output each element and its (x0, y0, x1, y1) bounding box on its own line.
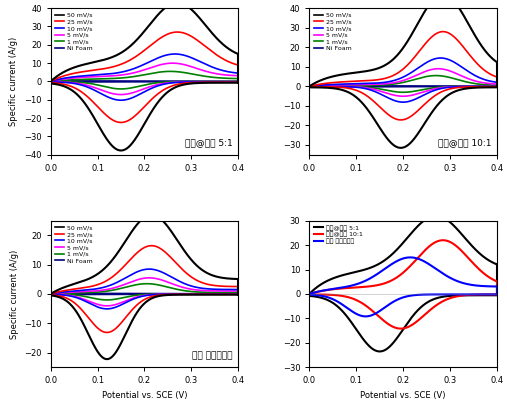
니켈 금속산화물 (453, 278, 459, 283)
Text: 니켈 금속산화물: 니켈 금속산화물 (192, 351, 233, 360)
Legend: 50 mV/s, 25 mV/s, 10 mV/s, 5 mV/s, 1 mV/s, Ni Foam: 50 mV/s, 25 mV/s, 10 mV/s, 5 mV/s, 1 mV/… (54, 11, 94, 52)
Y-axis label: Specific current (A/g): Specific current (A/g) (10, 249, 19, 339)
Y-axis label: Specific current (A/g): Specific current (A/g) (10, 37, 18, 126)
니켈@타소 10:1 (456, 246, 462, 251)
니켈 금속산화물 (407, 255, 413, 260)
Text: 니켈@타소 10:1: 니켈@타소 10:1 (438, 138, 491, 147)
니켈 금속산화물 (382, 266, 388, 271)
Legend: 니켈@타소 5:1, 니켈@타소 10:1, 니켈 금속산화물: 니켈@타소 5:1, 니켈@타소 10:1, 니켈 금속산화물 (312, 224, 364, 246)
니켈@타소 10:1 (306, 291, 312, 296)
Text: 니켈@타소 5:1: 니켈@타소 5:1 (185, 138, 233, 147)
Line: 니켈@타소 10:1: 니켈@타소 10:1 (309, 240, 497, 294)
Legend: 50 mV/s, 25 mV/s, 10 mV/s, 5 mV/s, 1 mV/s, Ni Foam: 50 mV/s, 25 mV/s, 10 mV/s, 5 mV/s, 1 mV/… (312, 11, 353, 52)
니켈 금속산화물 (389, 262, 395, 266)
니켈 금속산화물 (456, 279, 462, 284)
니켈@타소 5:1 (453, 225, 459, 230)
니켈@타소 10:1 (494, 279, 500, 284)
니켈 금속산화물 (325, 287, 332, 292)
니켈@타소 10:1 (453, 243, 459, 248)
Legend: 50 mV/s, 25 mV/s, 10 mV/s, 5 mV/s, 1 mV/s, Ni Foam: 50 mV/s, 25 mV/s, 10 mV/s, 5 mV/s, 1 mV/… (54, 224, 94, 265)
니켈@타소 5:1 (325, 278, 332, 283)
니켈 금속산화물 (306, 291, 312, 296)
니켈@타소 5:1 (389, 252, 395, 257)
Line: 니켈 금속산화물: 니켈 금속산화물 (309, 257, 497, 294)
니켈@타소 10:1 (325, 287, 332, 292)
니켈@타소 10:1 (382, 281, 388, 286)
니켈@타소 10:1 (440, 238, 446, 243)
니켈@타소 10:1 (389, 278, 395, 283)
X-axis label: Potential vs. SCE (V): Potential vs. SCE (V) (360, 391, 446, 400)
니켈@타소 5:1 (494, 262, 500, 267)
Line: 니켈@타소 5:1: 니켈@타소 5:1 (309, 216, 497, 294)
니켈@타소 5:1 (306, 291, 312, 296)
니켈@타소 5:1 (433, 213, 439, 218)
니켈@타소 5:1 (456, 229, 462, 234)
니켈 금속산화물 (494, 284, 500, 289)
X-axis label: Potential vs. SCE (V): Potential vs. SCE (V) (102, 391, 187, 400)
니켈@타소 5:1 (382, 257, 388, 262)
니켈 금속산화물 (436, 268, 442, 273)
니켈@타소 10:1 (435, 239, 441, 244)
니켈@타소 5:1 (436, 214, 442, 219)
